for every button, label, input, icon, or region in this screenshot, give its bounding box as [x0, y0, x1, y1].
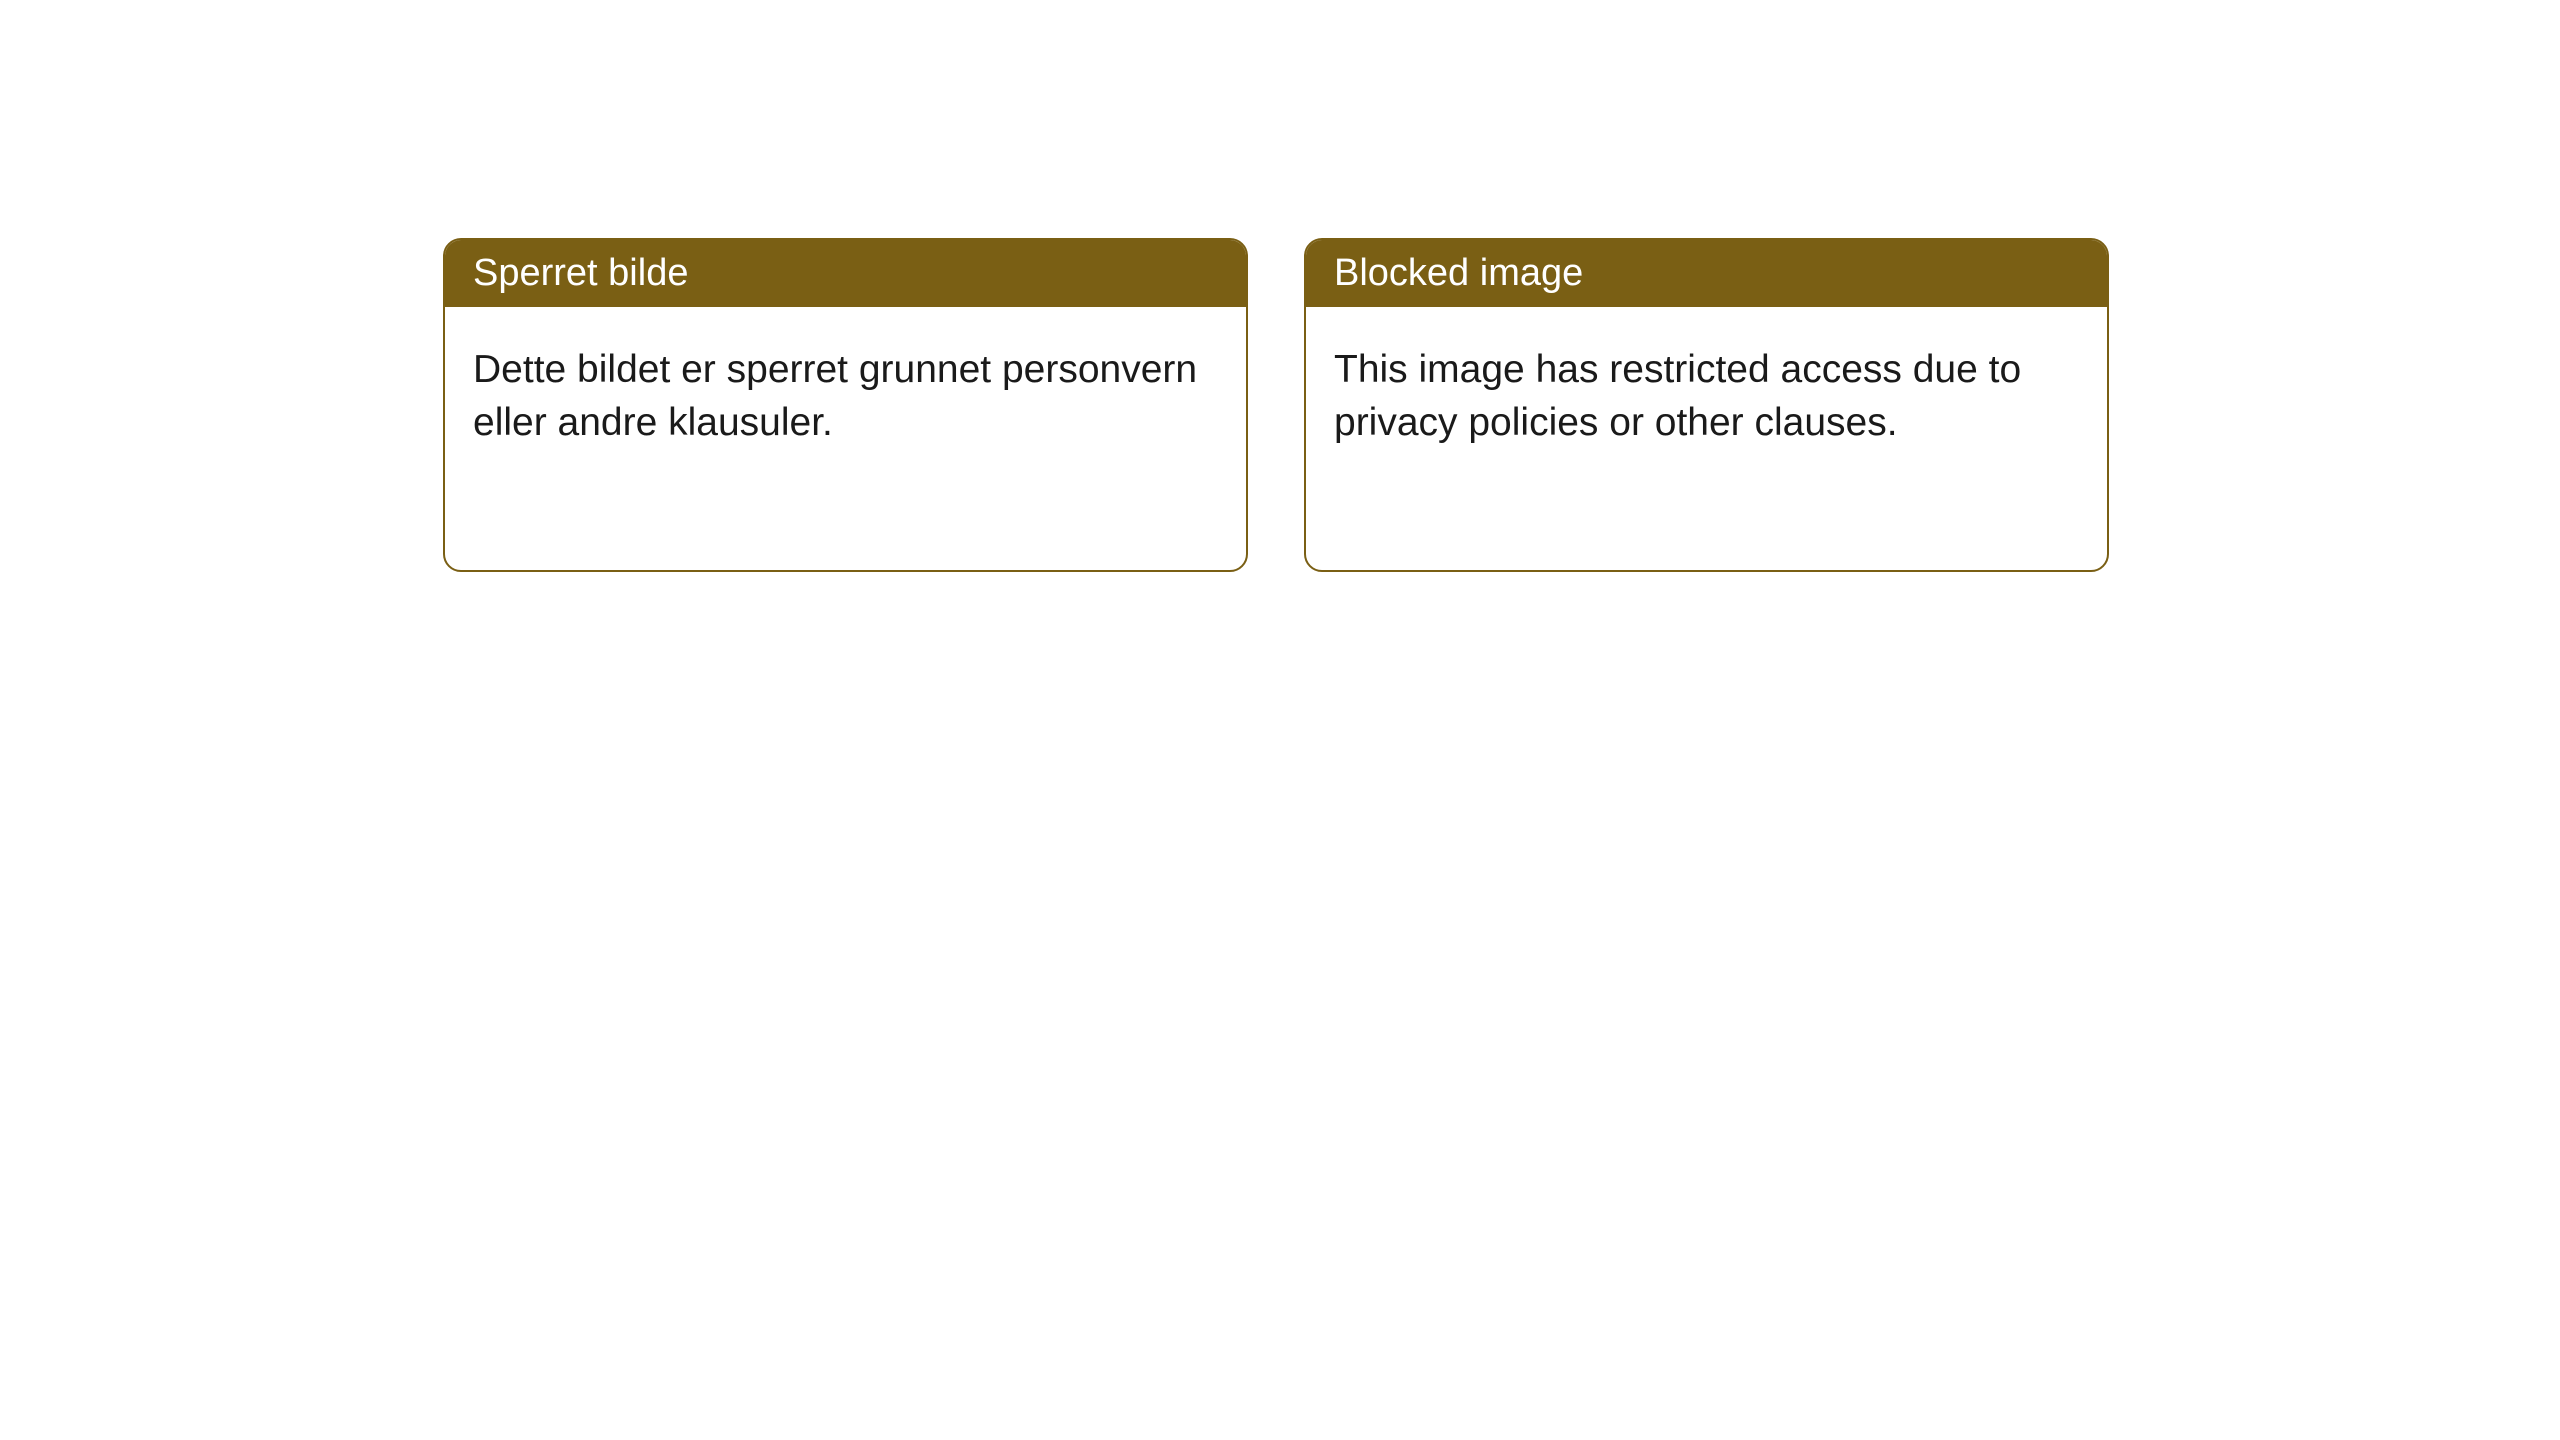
card-body-en: This image has restricted access due to … [1306, 307, 2107, 486]
card-header-no: Sperret bilde [445, 240, 1246, 307]
card-header-text: Blocked image [1334, 252, 1583, 294]
card-header-text: Sperret bilde [473, 252, 688, 294]
card-header-en: Blocked image [1306, 240, 2107, 307]
card-body-text: This image has restricted access due to … [1334, 348, 2021, 444]
blocked-image-card-no: Sperret bilde Dette bildet er sperret gr… [443, 238, 1248, 572]
blocked-image-cards: Sperret bilde Dette bildet er sperret gr… [443, 238, 2109, 572]
blocked-image-card-en: Blocked image This image has restricted … [1304, 238, 2109, 572]
card-body-text: Dette bildet er sperret grunnet personve… [473, 348, 1197, 444]
card-body-no: Dette bildet er sperret grunnet personve… [445, 307, 1246, 486]
